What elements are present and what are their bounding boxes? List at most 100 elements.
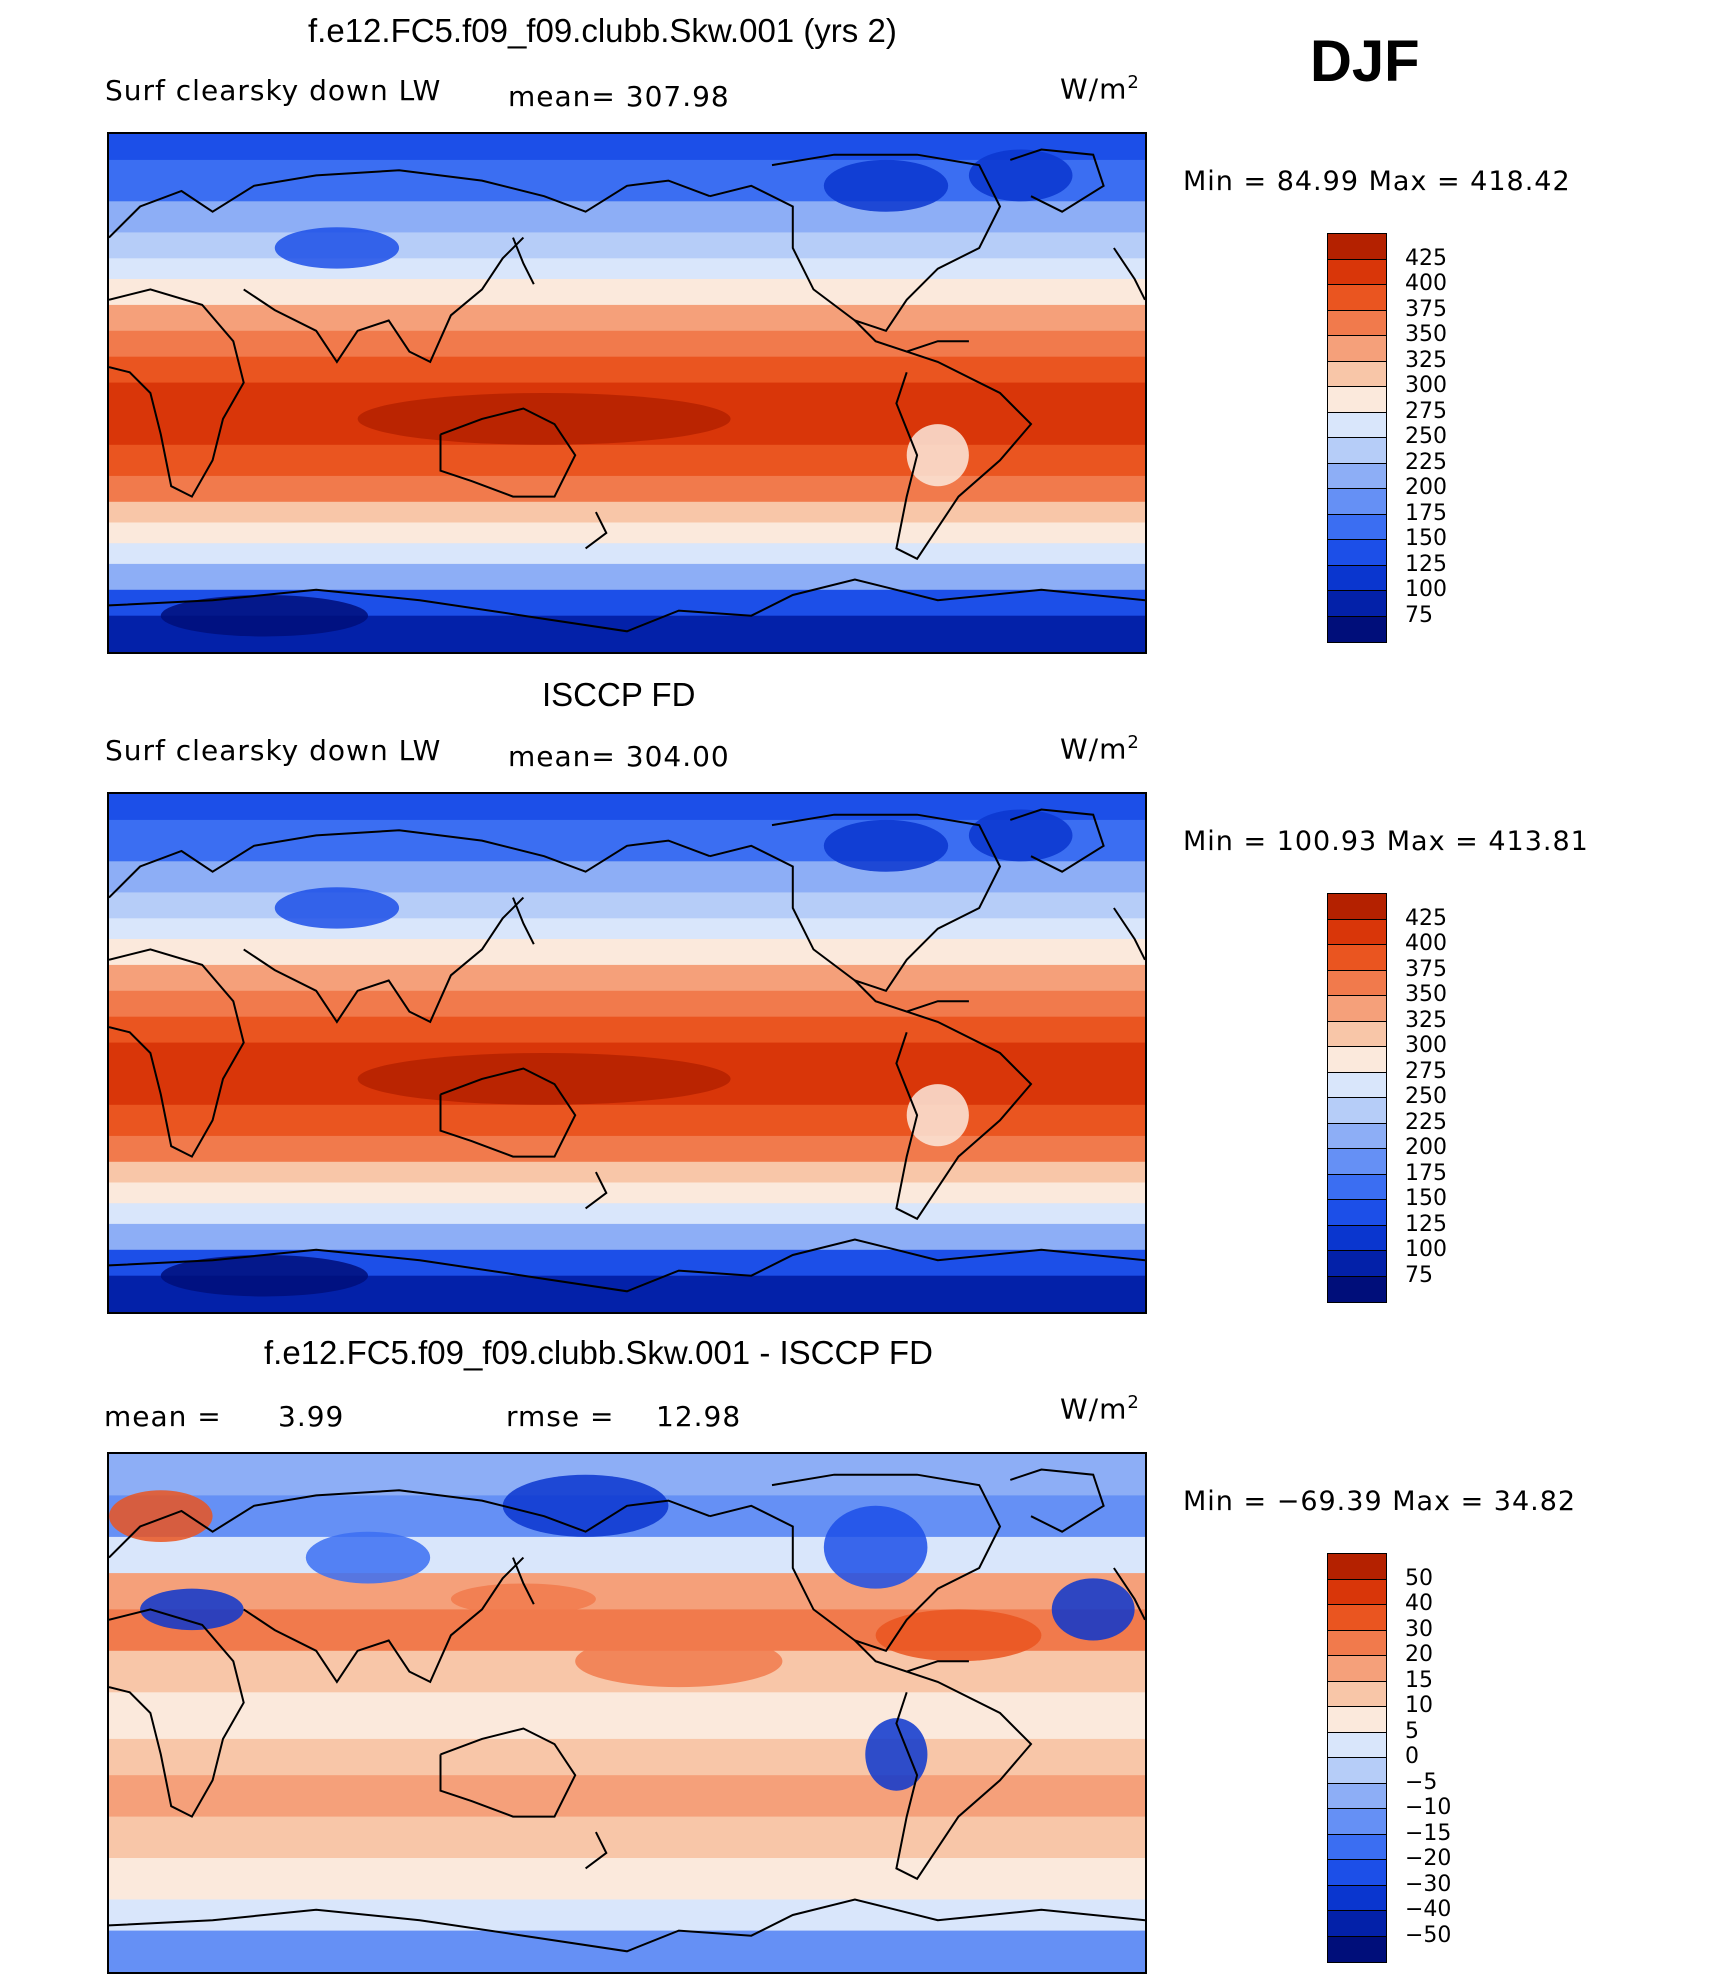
colorbar-swatch [1328, 1021, 1386, 1047]
colorbar-swatch [1328, 1732, 1386, 1758]
colorbar-swatch [1328, 919, 1386, 945]
coastline [512, 1557, 535, 1605]
contour-band [109, 1203, 1145, 1225]
coastline [243, 896, 525, 1024]
colorbar-tick-label: 0 [1405, 1744, 1419, 1769]
colorbar-swatch [1328, 489, 1386, 515]
contour-band [109, 1223, 1145, 1251]
panel-3-lat-bands [109, 1454, 1145, 1972]
colorbar-tick-label: 325 [1405, 1007, 1447, 1033]
colorbar-tick-label: 225 [1405, 1109, 1447, 1135]
panel-3-units: W/m2 [1060, 1392, 1140, 1425]
coastline [109, 1489, 711, 1559]
colorbar-swatch [1328, 1656, 1386, 1682]
units-text: W/m [1060, 72, 1128, 106]
colorbar-swatch [1328, 1251, 1386, 1277]
colorbar-tick-label: 250 [1405, 424, 1447, 449]
coastline [439, 407, 577, 498]
colorbar-tick-label: 100 [1405, 577, 1447, 602]
colorbar-swatch [1328, 1834, 1386, 1860]
colorbar-tick-label: −5 [1405, 1769, 1438, 1795]
contour-region [865, 1718, 928, 1791]
coastline [439, 1067, 577, 1158]
panel-3-map-svg [109, 1454, 1145, 1972]
contour-band [109, 356, 1145, 384]
coastline [109, 288, 245, 498]
colorbar-tick-label: 10 [1405, 1693, 1433, 1718]
contour-band [109, 258, 1145, 280]
contour-band [109, 522, 1145, 545]
coastline [109, 1608, 245, 1818]
coastline [109, 1238, 1145, 1293]
contour-region [906, 1084, 969, 1147]
contour-region [968, 809, 1073, 862]
colorbar-tick-label: 175 [1405, 500, 1447, 526]
colorbar-swatch [1328, 1783, 1386, 1809]
colorbar-tick-label: 200 [1405, 1135, 1447, 1160]
colorbar-swatch [1328, 1072, 1386, 1098]
contour-region [823, 1505, 928, 1589]
colorbar-swatch [1328, 438, 1386, 464]
colorbar-swatch [1328, 514, 1386, 540]
colorbar-tick-label: 75 [1405, 602, 1433, 628]
colorbar-tick-label: 40 [1405, 1591, 1433, 1616]
panel-1-colorbar-box [1327, 233, 1387, 643]
contour-band [109, 1016, 1145, 1044]
colorbar-tick-label: −10 [1405, 1795, 1452, 1820]
colorbar-swatch [1328, 234, 1386, 260]
colorbar-swatch [1328, 565, 1386, 591]
panel-2-field-label: Surf clearsky down LW [105, 734, 442, 767]
coastline [709, 813, 1002, 992]
panel-1-mean-label: mean= 307.98 [508, 80, 730, 113]
contour-band [109, 1573, 1145, 1611]
colorbar-tick-label: 275 [1405, 398, 1447, 424]
colorbar-swatch [1328, 591, 1386, 617]
colorbar-swatch [1328, 1630, 1386, 1656]
panel-1-coastlines [109, 148, 1145, 633]
contour-region [274, 887, 400, 929]
contour-band [109, 304, 1145, 332]
coastline [1113, 1567, 1145, 1621]
units-exponent: 2 [1127, 732, 1140, 753]
panel-1-map [107, 132, 1147, 654]
colorbar-tick-label: 75 [1405, 1262, 1433, 1288]
coastline [512, 237, 535, 285]
contour-region [968, 149, 1073, 202]
colorbar-tick-label: 15 [1405, 1667, 1433, 1693]
coastline [585, 511, 608, 550]
contour-region [875, 1609, 1042, 1662]
panel-2-units: W/m2 [1060, 732, 1140, 765]
colorbar-tick-label: 150 [1405, 526, 1447, 551]
panel-1-title: f.e12.FC5.f09_f09.clubb.Skw.001 (yrs 2) [308, 12, 897, 49]
colorbar-swatch [1328, 1123, 1386, 1149]
contour-band [109, 1536, 1145, 1575]
colorbar-swatch [1328, 1149, 1386, 1175]
contour-band [109, 1858, 1145, 1901]
colorbar-swatch [1328, 259, 1386, 285]
contour-region [140, 1588, 244, 1631]
panel-3-colorbar-box [1327, 1553, 1387, 1963]
contour-band [109, 563, 1145, 591]
panel-3-coastlines [109, 1468, 1145, 1953]
colorbar-swatch [1328, 945, 1386, 971]
colorbar-tick-label: 350 [1405, 982, 1447, 1007]
colorbar-swatch [1328, 387, 1386, 413]
colorbar-swatch [1328, 1605, 1386, 1631]
panel-2-map [107, 792, 1147, 1314]
colorbar-tick-label: 400 [1405, 931, 1447, 956]
contour-region [109, 1490, 213, 1543]
contour-band [109, 1692, 1145, 1740]
colorbar-swatch [1328, 463, 1386, 489]
colorbar-swatch [1328, 1098, 1386, 1124]
colorbar-tick-label: 100 [1405, 1237, 1447, 1262]
colorbar-swatch [1328, 1758, 1386, 1784]
panel-3-rmse-label: rmse = [506, 1400, 615, 1433]
coastline [109, 948, 245, 1158]
panel-3-map [107, 1452, 1147, 1974]
contour-band [109, 475, 1145, 503]
contour-region [575, 1635, 783, 1688]
contour-band [109, 918, 1145, 940]
coastline [109, 169, 711, 239]
contour-region [450, 1583, 596, 1615]
contour-band [109, 232, 1145, 260]
